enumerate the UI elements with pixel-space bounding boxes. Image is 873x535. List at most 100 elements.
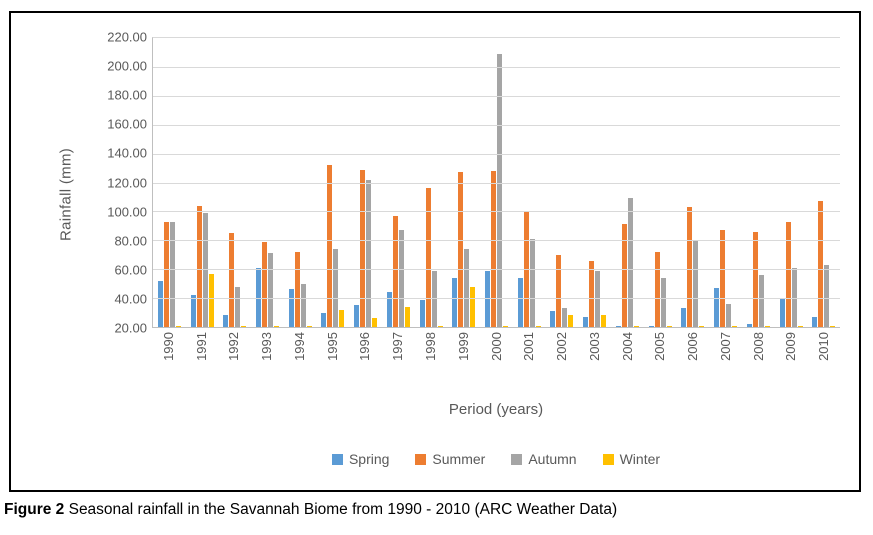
bar-cluster-2002	[546, 38, 579, 327]
bar-autumn-1993	[268, 253, 274, 327]
bar-summer-1997	[392, 215, 398, 327]
y-tick-label: 140.00	[107, 145, 147, 161]
bar-autumn-2000	[497, 53, 503, 327]
bar-spring-1998	[419, 299, 425, 327]
bar-autumn-1995	[333, 248, 339, 327]
x-tick-label: 1991	[193, 332, 209, 361]
gridline	[153, 211, 840, 213]
bar-cluster-1994	[284, 38, 317, 327]
x-tick-label: 1996	[357, 332, 373, 361]
bar-spring-2005	[648, 325, 654, 327]
bar-spring-2003	[583, 316, 589, 327]
legend-swatch-winter	[602, 453, 614, 465]
x-tick-label: 1992	[226, 332, 242, 361]
bar-winter-1994	[306, 325, 312, 327]
x-tick-cell: 1996	[349, 332, 382, 394]
x-tick-cell: 2002	[545, 332, 578, 394]
legend-swatch-summer	[415, 453, 427, 465]
x-tick-label: 1990	[160, 332, 176, 361]
x-tick-cell: 2001	[512, 332, 545, 394]
bar-winter-2009	[797, 325, 803, 327]
x-tick-cell: 2004	[611, 332, 644, 394]
bar-summer-2005	[654, 251, 660, 327]
bar-autumn-2004	[627, 198, 633, 327]
bar-winter-2002	[568, 315, 574, 327]
bar-autumn-2006	[693, 240, 699, 327]
bar-summer-1990	[163, 221, 169, 327]
x-tick-cell: 1991	[185, 332, 218, 394]
bar-summer-1995	[327, 165, 333, 327]
bar-summer-1992	[229, 233, 235, 327]
bar-winter-1995	[339, 309, 345, 327]
bar-spring-1996	[354, 305, 360, 327]
gridline	[153, 269, 840, 271]
gridline	[153, 240, 840, 242]
bar-autumn-1994	[300, 283, 306, 327]
y-tick-label: 180.00	[107, 87, 147, 103]
x-tick-label: 2010	[816, 332, 832, 361]
y-axis-title: Rainfall (mm)	[57, 147, 75, 242]
bar-spring-1997	[386, 292, 392, 327]
x-tick-cell: 2005	[643, 332, 676, 394]
bar-autumn-2010	[824, 264, 830, 327]
bar-spring-1995	[321, 312, 327, 327]
x-axis-title: Period (years)	[448, 401, 544, 418]
bar-cluster-1997	[382, 38, 415, 327]
bar-summer-2000	[491, 170, 497, 327]
x-tick-cell: 1990	[152, 332, 185, 394]
bar-summer-1998	[425, 188, 431, 327]
bar-winter-1998	[437, 325, 443, 327]
bar-spring-2001	[517, 277, 523, 327]
caption-text: Seasonal rainfall in the Savannah Biome …	[64, 501, 618, 518]
bar-summer-1991	[196, 205, 202, 327]
gridline	[153, 182, 840, 184]
bar-winter-2007	[732, 325, 738, 327]
bar-winter-1992	[241, 325, 247, 327]
bar-summer-2006	[687, 207, 693, 327]
bar-autumn-2009	[791, 267, 797, 327]
caption-figure-label: Figure 2	[4, 501, 65, 518]
x-tick-cell: 1997	[381, 332, 414, 394]
bar-autumn-2005	[660, 277, 666, 327]
bar-winter-2001	[535, 325, 541, 327]
bar-cluster-1996	[349, 38, 382, 327]
y-tick-label: 40.00	[114, 291, 147, 307]
legend: Spring Summer Autumn Winter	[152, 451, 840, 467]
bar-cluster-2009	[775, 38, 808, 327]
bar-spring-2002	[550, 311, 556, 327]
legend-swatch-autumn	[511, 453, 523, 465]
bar-summer-2003	[589, 260, 595, 327]
bar-cluster-1990	[153, 38, 186, 327]
bar-cluster-2005	[644, 38, 677, 327]
gridline	[153, 153, 840, 155]
x-tick-cell: 1993	[250, 332, 283, 394]
bar-cluster-1993	[251, 38, 284, 327]
bar-autumn-1992	[235, 286, 241, 327]
bar-cluster-1992	[218, 38, 251, 327]
x-axis-ticks: 1990 1991 1992 1993 1994 1995 1996 1997 1998 1999…	[152, 332, 840, 394]
bar-cluster-2004	[611, 38, 644, 327]
bar-winter-2006	[699, 325, 705, 327]
legend-item-winter: Winter	[602, 451, 660, 467]
bar-summer-1993	[262, 241, 268, 327]
bar-spring-2008	[746, 324, 752, 327]
x-tick-cell: 2009	[775, 332, 808, 394]
x-tick-label: 2004	[619, 332, 635, 361]
y-tick-label: 120.00	[107, 175, 147, 190]
x-tick-label: 1994	[291, 332, 307, 361]
bar-cluster-2010	[807, 38, 840, 327]
plot-area	[152, 37, 840, 328]
gridline	[153, 66, 840, 68]
x-tick-label: 1999	[455, 332, 471, 361]
legend-item-spring: Spring	[331, 451, 389, 467]
bar-spring-2010	[812, 316, 818, 327]
x-tick-label: 2006	[685, 332, 701, 361]
bar-winter-1993	[274, 325, 280, 327]
bar-autumn-1996	[366, 179, 372, 327]
x-tick-cell: 2006	[676, 332, 709, 394]
bar-spring-1993	[256, 267, 262, 327]
x-tick-cell: 2000	[480, 332, 513, 394]
x-tick-label: 1998	[423, 332, 438, 361]
bar-spring-1992	[223, 315, 229, 327]
y-tick-label: 80.00	[114, 233, 147, 249]
